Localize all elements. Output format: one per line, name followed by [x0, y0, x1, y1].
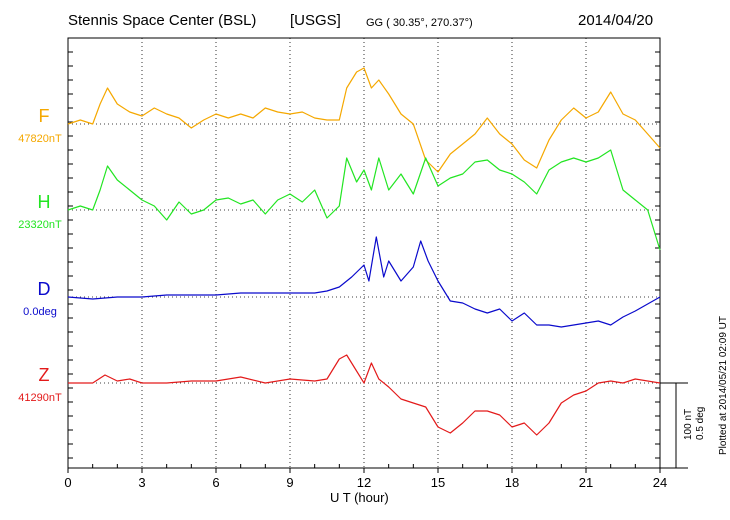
- date-label: 2014/04/20: [578, 12, 654, 29]
- x-tick-label: 0: [64, 475, 71, 490]
- x-tick-label: 9: [286, 475, 293, 490]
- x-tick-label: 6: [212, 475, 219, 490]
- x-axis-title: U T (hour): [330, 490, 389, 505]
- series-line-z: [68, 354, 661, 436]
- x-tick-label: 18: [505, 475, 519, 490]
- scale-nt-label: 100 nT: [683, 408, 694, 440]
- source-label: [USGS]: [290, 12, 341, 29]
- coordinates-label: GG ( 30.35°, 270.37°): [366, 17, 473, 29]
- series-line-d: [67, 236, 661, 328]
- series-name-f: F: [39, 106, 50, 126]
- series-baseline-h: 23320nT: [18, 219, 62, 231]
- x-tick-label: 3: [138, 475, 145, 490]
- series-line-f: [67, 67, 661, 173]
- scale-deg-label: 0.5 deg: [695, 406, 706, 440]
- series-name-d: D: [38, 279, 51, 299]
- station-title: Stennis Space Center (BSL): [68, 12, 257, 29]
- plotted-timestamp: Plotted at 2014/05/21 02:09 UT: [718, 316, 729, 455]
- series-name-z: Z: [39, 365, 50, 385]
- x-tick-label: 21: [579, 475, 593, 490]
- x-tick-label: 24: [653, 475, 667, 490]
- x-tick-label: 12: [357, 475, 371, 490]
- series-baseline-f: 47820nT: [18, 133, 62, 145]
- series-baseline-d: 0.0deg: [23, 306, 57, 318]
- series-line-h: [67, 149, 661, 251]
- x-tick-label: 15: [431, 475, 445, 490]
- series-baseline-z: 41290nT: [18, 392, 62, 404]
- series-name-h: H: [38, 192, 51, 212]
